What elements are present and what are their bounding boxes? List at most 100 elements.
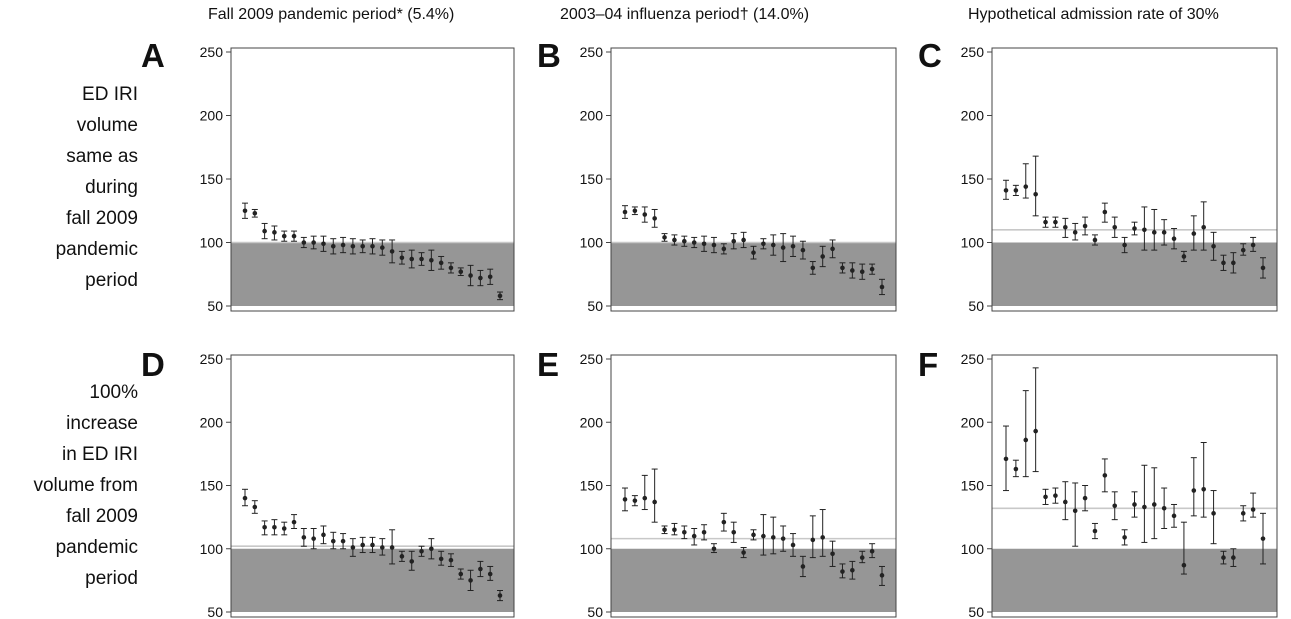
y-tick-label: 200 [580,108,604,124]
data-point [731,530,737,535]
data-point [1003,188,1009,193]
data-point [487,571,493,577]
y-tick-label: 250 [580,44,604,60]
data-point [438,260,444,266]
data-point [780,245,786,250]
data-point [1102,209,1108,215]
y-tick-label: 100 [580,235,604,251]
data-point [721,519,727,525]
data-point [770,242,776,248]
data-point [1161,230,1167,235]
shaded-region [611,548,896,612]
data-point [1033,191,1038,197]
y-tick-label: 200 [961,414,985,430]
data-point [820,254,825,259]
data-point [340,538,346,544]
data-point [438,556,444,562]
data-point [830,551,835,557]
y-tick-label: 200 [580,414,604,430]
y-tick-label: 100 [961,235,985,251]
y-tick-label: 250 [200,44,224,60]
data-point [632,208,638,214]
data-point [242,208,248,214]
data-point [1023,184,1029,189]
row-label-1-line: during [85,177,138,198]
data-point [701,530,707,535]
data-point [409,559,415,564]
panel-letter: E [537,346,559,383]
y-tick-label: 50 [968,298,984,314]
data-point [1142,227,1147,233]
data-point [701,241,707,247]
panel-letter: C [918,37,942,74]
data-point [751,250,756,255]
data-point [879,284,885,290]
data-point [419,256,424,262]
row-label-2: 100% increase in ED IRI volume from fall… [0,377,138,594]
data-point [281,233,287,239]
data-point [350,244,356,249]
data-point [800,247,806,253]
data-point [291,519,297,525]
data-point [380,545,385,550]
data-point [830,246,835,252]
data-point [330,538,336,544]
data-point [850,268,855,273]
data-point [350,545,356,550]
data-point [1231,555,1236,560]
data-point [311,536,316,541]
panel-c: 50 100 150 200 250 C [918,37,1278,314]
data-point [321,532,326,538]
data-point [409,256,415,262]
data-point [262,228,267,234]
data-point [1112,503,1118,509]
data-point [301,535,307,540]
y-tick-label: 200 [200,108,224,124]
data-point [399,554,405,559]
y-tick-label: 100 [200,541,224,557]
data-point [1043,219,1048,225]
data-point [1191,231,1197,236]
data-point [340,242,346,248]
data-point [731,238,737,244]
y-tick-label: 100 [961,541,985,557]
row-label-1-line: pandemic [55,239,138,260]
data-point [1260,536,1266,541]
y-tick-label: 250 [200,351,224,367]
data-point [478,566,483,572]
data-point [672,527,677,533]
data-point [1072,230,1078,235]
data-point [652,216,657,221]
data-point [1092,528,1098,534]
panel-e: 50 100 150 200 250 E [537,346,897,619]
data-point [1191,488,1197,493]
data-point [497,293,503,299]
panel-letter: A [141,37,165,74]
data-point [662,527,667,533]
data-point [370,542,375,548]
data-point [389,545,395,550]
data-point [370,244,375,249]
data-point [1033,428,1038,434]
data-point [1240,511,1246,516]
data-point [1181,254,1187,259]
data-point [448,265,454,271]
data-point [652,499,657,505]
data-point [1231,260,1236,266]
data-point [711,242,717,248]
data-point [1122,242,1127,248]
data-point [1053,493,1058,498]
data-point [458,269,464,275]
data-point [1092,237,1098,243]
y-tick-label: 100 [200,235,224,251]
data-point [790,244,796,249]
data-point [242,495,248,501]
data-point [1221,260,1226,266]
data-point [360,244,365,249]
row-label-2-line: increase [66,413,138,434]
y-tick-label: 50 [587,298,603,314]
data-point [761,241,766,247]
data-point [311,240,316,245]
row-label-1-line: volume [76,115,138,136]
